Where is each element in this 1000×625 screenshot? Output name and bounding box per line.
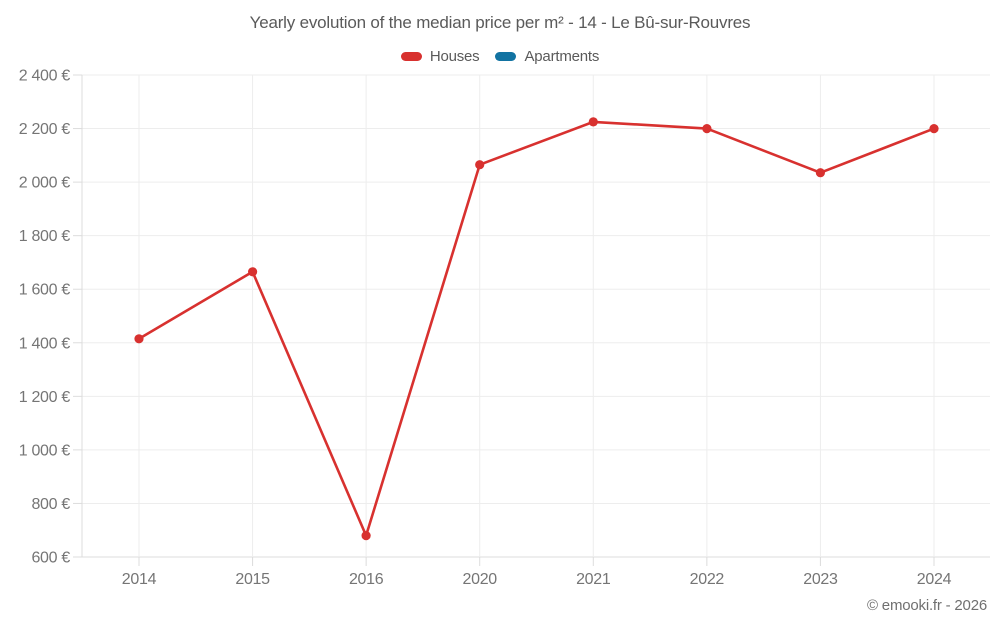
series-line-houses xyxy=(137,120,936,537)
chart-legend: Houses Apartments xyxy=(0,46,1000,66)
x-axis-tick-label: 2014 xyxy=(122,571,157,588)
data-point-houses-2014[interactable] xyxy=(134,334,144,344)
legend-label-houses: Houses xyxy=(429,47,480,65)
y-axis-tick-label: 2 200 € xyxy=(19,121,71,138)
y-axis-tick-label: 1 400 € xyxy=(19,335,71,352)
footer-credit: © emooki.fr - 2026 xyxy=(866,597,987,614)
data-point-houses-2020[interactable] xyxy=(475,160,485,170)
legend-item-houses[interactable]: Houses xyxy=(400,47,480,65)
x-axis-tick-label: 2016 xyxy=(349,571,384,588)
legend-label-apartments: Apartments xyxy=(524,47,600,65)
data-point-houses-2016[interactable] xyxy=(361,531,371,541)
data-point-houses-2022[interactable] xyxy=(702,124,712,134)
y-axis-tick-label: 800 € xyxy=(31,496,70,513)
data-point-houses-2015[interactable] xyxy=(248,267,258,277)
y-axis-tick-label: 2 000 € xyxy=(19,175,71,192)
x-axis-tick-label: 2024 xyxy=(917,571,952,588)
data-point-houses-2024[interactable] xyxy=(929,124,939,134)
x-axis-tick-label: 2021 xyxy=(576,571,611,588)
data-point-houses-2021[interactable] xyxy=(588,117,598,127)
apartments-series-swatch-icon xyxy=(495,51,517,61)
data-point-houses-2023[interactable] xyxy=(815,168,826,178)
legend-item-apartments[interactable]: Apartments xyxy=(495,48,599,65)
y-axis-tick-label: 1 600 € xyxy=(19,282,71,299)
x-axis-tick-label: 2022 xyxy=(690,571,725,588)
y-axis-tick-label: 1 200 € xyxy=(19,389,71,406)
x-axis-tick-label: 2015 xyxy=(235,571,270,588)
y-axis-tick-label: 1 800 € xyxy=(19,228,71,245)
y-axis-tick-label: 1 000 € xyxy=(19,442,71,459)
x-axis-tick-label: 2020 xyxy=(463,571,498,588)
y-axis-tick-label: 600 € xyxy=(31,550,70,567)
x-axis-tick-label: 2023 xyxy=(803,571,838,588)
y-axis-tick-label: 2 400 € xyxy=(19,68,71,85)
houses-series-swatch-icon xyxy=(400,51,422,61)
chart-title: Yearly evolution of the median price per… xyxy=(249,13,751,32)
